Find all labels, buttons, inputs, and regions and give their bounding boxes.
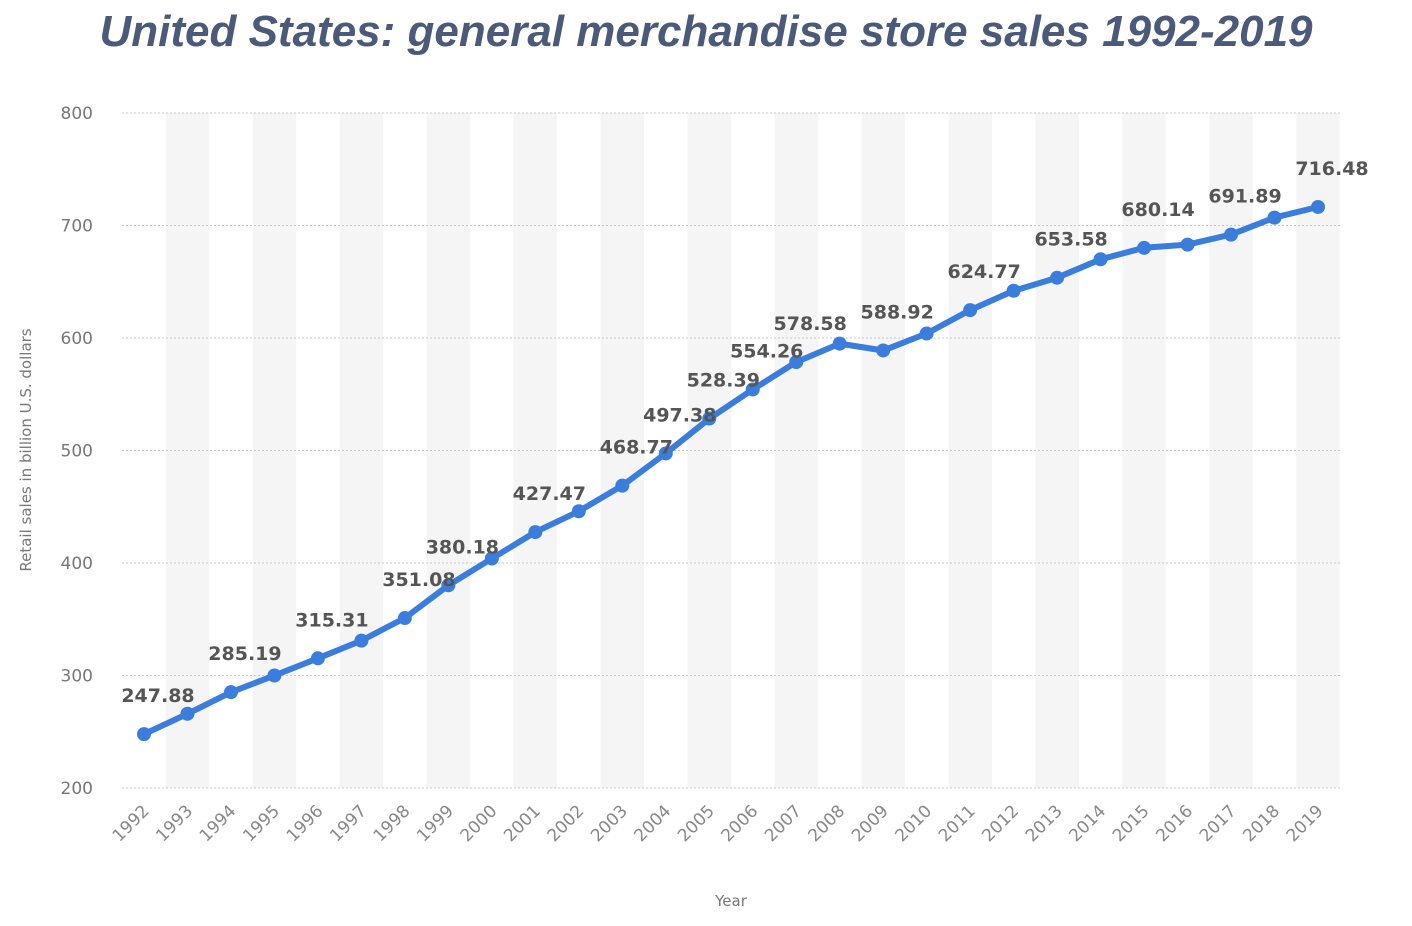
series-line (141, 204, 1321, 738)
x-tick-label: 2000 (457, 801, 502, 846)
x-tick-label: 2015 (1109, 801, 1154, 846)
x-tick-label: 2005 (674, 801, 719, 846)
data-point-1998 (397, 611, 412, 626)
x-tick-label: 2018 (1239, 801, 1284, 846)
x-tick-label: 1992 (109, 801, 154, 846)
x-tick-label: 2002 (544, 801, 589, 846)
x-tick-label: 1997 (326, 801, 371, 846)
data-point-2016 (1180, 237, 1195, 252)
x-tick-label: 2019 (1283, 801, 1328, 846)
data-label-2006: 554.26 (730, 340, 803, 362)
x-tick-label: 1994 (196, 801, 241, 846)
data-label-2015: 680.14 (1121, 199, 1194, 221)
data-point-2005 (702, 411, 717, 426)
gridlines (122, 112, 1342, 789)
x-tick-label: 2017 (1196, 801, 1241, 846)
data-point-2014 (1093, 252, 1108, 267)
data-point-1999 (441, 578, 456, 593)
data-point-1992 (137, 727, 151, 742)
data-label-2019: 716.48 (1295, 158, 1368, 180)
y-tick-label: 200 (61, 779, 93, 799)
data-labels: 247.88 285.19 315.31 351.08 380.18 427.47 468.… (121, 158, 1368, 707)
y-tick-label: 400 (61, 554, 93, 574)
y-tick-label: 300 (61, 667, 93, 687)
data-points (137, 199, 1325, 742)
data-label-2011: 624.77 (947, 261, 1020, 283)
x-tick-label: 1999 (413, 801, 458, 846)
chart-title: United States: general merchandise store… (99, 7, 1313, 56)
data-point-1993 (180, 706, 195, 721)
data-label-2007: 578.58 (774, 313, 847, 335)
data-label-1999: 380.18 (426, 536, 499, 558)
data-point-2019 (1311, 199, 1325, 214)
data-label-1998: 351.08 (382, 569, 455, 591)
data-label-2001: 427.47 (513, 483, 586, 505)
data-point-2004 (658, 446, 673, 461)
x-tick-label: 2011 (935, 801, 980, 846)
data-label-2009: 588.92 (861, 301, 934, 323)
y-tick-label: 600 (61, 329, 93, 349)
data-point-1994 (223, 685, 238, 700)
data-label-1994: 285.19 (208, 643, 281, 665)
x-tick-label: 2013 (1022, 801, 1067, 846)
x-tick-label: 2016 (1152, 801, 1197, 846)
x-tick-label: 1995 (239, 801, 284, 846)
data-point-2018 (1267, 210, 1282, 225)
x-tick-label: 1996 (283, 801, 328, 846)
x-tick-label: 2001 (500, 801, 545, 846)
band-2013 (1035, 113, 1079, 788)
data-point-1997 (354, 633, 369, 648)
data-point-2009 (876, 343, 891, 358)
x-axis-ticks: 1992199319941995199619971998199920002001… (109, 801, 1328, 846)
data-point-2000 (484, 551, 499, 566)
data-label-1996: 315.31 (295, 609, 368, 631)
data-point-1996 (310, 651, 325, 666)
data-label-2004: 497.38 (643, 404, 716, 426)
data-point-2002 (571, 504, 586, 519)
data-label-1992: 247.88 (121, 685, 194, 707)
data-point-2015 (1137, 240, 1152, 255)
data-label-2005: 528.39 (687, 370, 760, 392)
y-axis-label: Retail sales in billion U.S. dollars (17, 328, 35, 571)
x-axis-label: Year (714, 892, 748, 910)
x-tick-label: 2009 (848, 801, 893, 846)
x-tick-label: 2012 (978, 801, 1023, 846)
x-tick-label: 2003 (587, 801, 632, 846)
data-point-2003 (615, 478, 630, 493)
data-point-2012 (1006, 283, 1021, 298)
x-tick-label: 1993 (152, 801, 197, 846)
y-tick-label: 700 (61, 217, 93, 237)
x-tick-label: 2008 (805, 801, 850, 846)
data-point-2007 (789, 355, 804, 370)
data-point-2008 (832, 336, 847, 351)
data-point-1995 (267, 668, 282, 683)
data-point-2011 (963, 303, 978, 318)
data-point-2013 (1050, 270, 1065, 285)
data-label-2003: 468.77 (600, 437, 673, 459)
data-point-2017 (1224, 227, 1239, 242)
data-point-2006 (745, 382, 760, 397)
x-tick-label: 2014 (1065, 801, 1110, 846)
y-axis-ticks: 200 300 400 500 600 700 800 (61, 104, 93, 799)
y-tick-label: 800 (61, 104, 93, 124)
data-point-2010 (919, 326, 934, 341)
data-point-2001 (528, 525, 543, 540)
x-tick-label: 2010 (891, 801, 936, 846)
data-label-2017: 691.89 (1208, 186, 1281, 208)
x-tick-label: 2006 (718, 801, 763, 846)
y-tick-label: 500 (61, 442, 93, 462)
x-tick-label: 2004 (631, 801, 676, 846)
x-tick-label: 1998 (370, 801, 415, 846)
x-tick-label: 2007 (761, 801, 806, 846)
data-label-2013: 653.58 (1034, 229, 1107, 251)
